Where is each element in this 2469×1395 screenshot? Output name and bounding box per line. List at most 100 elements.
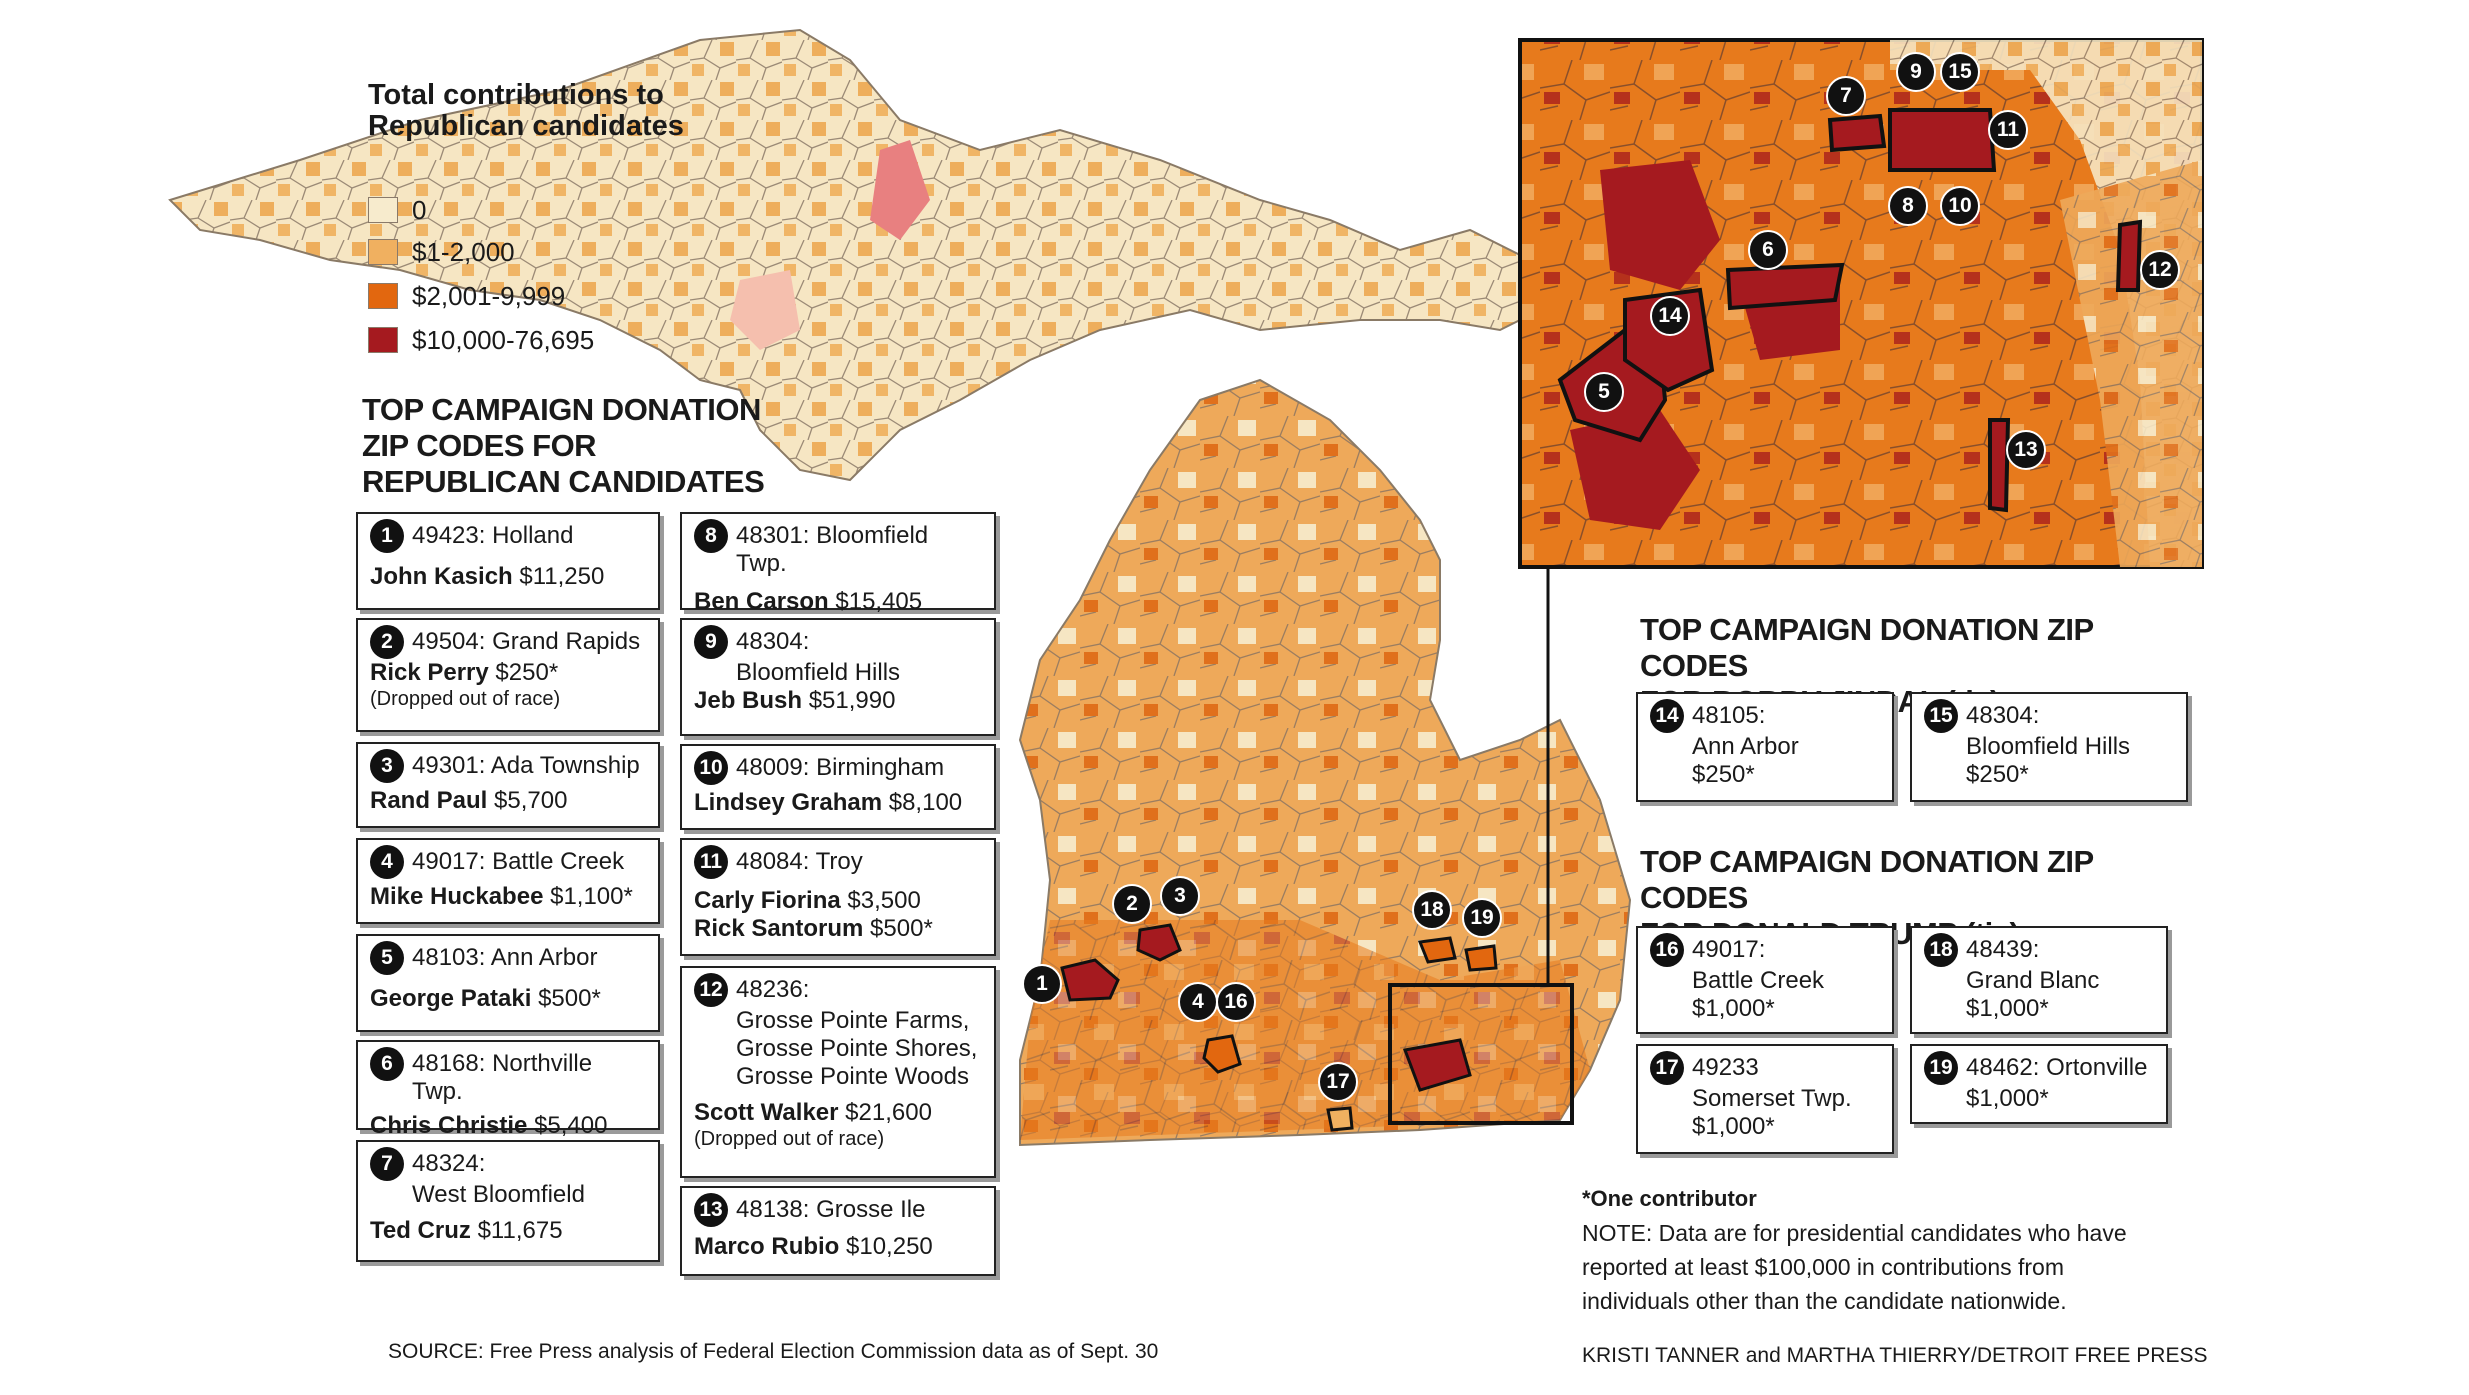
inset-marker-8: 8 [1888,186,1928,226]
legend-title: Total contributions to Republican candid… [368,79,684,142]
legend-swatch-2 [368,283,398,309]
entry-candidate: Chris Christie [370,1112,528,1139]
inset-marker-13: 13 [2006,430,2046,470]
entry-number-badge: 14 [1650,699,1684,733]
map-marker-19: 19 [1462,898,1502,938]
entry-number-badge: 6 [370,1047,404,1081]
trump-heading-line-1: TOP CAMPAIGN DONATION ZIP CODES [1640,844,2094,915]
entry-place: Battle Creek [1692,967,1825,994]
entry-amount: $1,000* [1966,1085,2049,1112]
entry-zip: 49504: Grand Rapids [412,628,641,655]
entry-zip: 49233 [1692,1054,1759,1081]
entry-number-badge: 7 [370,1147,404,1181]
entry-number-badge: 9 [694,625,728,659]
entry-amount: $1,000* [1966,995,2049,1022]
entry-candidate: Rick Perry [370,659,489,686]
entry-candidate: John Kasich [370,563,513,590]
entry-number-badge: 17 [1650,1051,1684,1085]
entry-zip-line-3: Grosse Pointe Shores, [736,1035,978,1062]
entry-candidate: Ted Cruz [370,1217,471,1244]
legend-swatch-0 [368,197,398,223]
entry-amount: $11,675 [477,1217,563,1244]
methodology-line-1: NOTE: Data are for presidential candidat… [1582,1220,2127,1246]
entry-amount: $1,000* [1692,995,1775,1022]
entry-number-badge: 1 [370,519,404,553]
rep-heading-line-3: REPUBLICAN CANDIDATES [362,464,765,499]
map-marker-4: 4 [1178,982,1218,1022]
entry-amount: $21,600 [845,1099,932,1126]
inset-marker-6: 6 [1748,230,1788,270]
entry-number-badge: 4 [370,845,404,879]
entry-zip: 48084: Troy [736,848,863,875]
credit-line: KRISTI TANNER and MARTHA THIERRY/DETROIT… [1582,1344,2208,1367]
entry-number-badge: 16 [1650,933,1684,967]
entry-place: Bloomfield Hills [1966,733,2131,760]
entry-amount: $1,000* [1692,1113,1775,1140]
entry-place: Somerset Twp. [1692,1085,1852,1112]
map-marker-17: 17 [1318,1062,1358,1102]
map-marker-1: 1 [1022,964,1062,1004]
entry-zip: 48009: Birmingham [736,754,945,781]
legend-item-0: 0 [368,194,426,226]
inset-marker-7: 7 [1826,76,1866,116]
entry-zip: 49423: Holland [412,522,574,549]
entry-zip: 49301: Ada Township [412,752,640,779]
entry-zip: 48304: [736,628,810,655]
rep-heading-line-2: ZIP CODES FOR [362,428,597,463]
entry-amount: $1,100* [550,883,633,910]
entry-zip: 48439: [1966,936,2040,963]
inset-marker-9: 9 [1896,52,1936,92]
entry-number-badge: 5 [370,941,404,975]
map-marker-16: 16 [1216,982,1256,1022]
entry-amount: $10,250 [846,1233,933,1260]
entry-zip: 48301: Bloomfield Twp. [736,522,929,577]
entry-zip-line-2: West Bloomfield [412,1181,585,1208]
rep-entry-5: 5 48103: Ann Arbor George Pataki $500* [356,934,660,1032]
entry-number-badge: 3 [370,749,404,783]
entry-number-badge: 15 [1924,699,1958,733]
methodology-line-2: reported at least $100,000 in contributi… [1582,1254,2065,1280]
legend-label-1: $1-2,000 [412,236,515,267]
entry-amount: $250* [1692,761,1755,788]
entry-candidate: Lindsey Graham [694,789,883,816]
entry-amount: $5,700 [494,787,568,814]
entry-amount: $250* [495,659,559,686]
entry-number-badge: 13 [694,1193,728,1227]
legend-label-2: $2,001-9,999 [412,280,566,311]
entry-note: (Dropped out of race) [370,688,561,710]
jindal-entry-15: 15 48304: Bloomfield Hills $250* [1910,692,2188,802]
entry-zip: 49017: Battle Creek [412,848,625,875]
legend-item-1: $1-2,000 [368,236,515,268]
entry-number-badge: 2 [370,625,404,659]
inset-marker-11: 11 [1988,110,2028,150]
entry-candidate: George Pataki [370,985,532,1012]
entry-amount: $5,400 [534,1112,608,1139]
entry-place: Grand Blanc [1966,967,2100,994]
trump-entry-16: 16 49017: Battle Creek $1,000* [1636,926,1894,1034]
legend-swatch-1 [368,239,398,265]
rep-entry-9: 9 48304: Bloomfield Hills Jeb Bush $51,99… [680,618,996,736]
rep-entry-11: 11 48084: Troy Carly Fiorina $3,500 Rick … [680,838,996,956]
entry-number-badge: 11 [694,845,728,879]
entry-candidate: Marco Rubio [694,1233,840,1260]
jindal-entry-14: 14 48105: Ann Arbor $250* [1636,692,1894,802]
one-contributor-note: *One contributor [1582,1186,1757,1211]
entry-number-badge: 12 [694,973,728,1007]
entry-amount: $500* [538,985,601,1012]
rep-heading: TOP CAMPAIGN DONATION ZIP CODES FOR REPU… [362,392,782,500]
entry-amount: $250* [1966,761,2029,788]
methodology-note: NOTE: Data are for presidential candidat… [1582,1216,2202,1318]
entry-zip: 49017: [1692,936,1766,963]
entry-zip: 48324: [412,1150,486,1177]
entry-candidate: Mike Huckabee [370,883,544,910]
entry-zip: 48236: [736,976,810,1003]
entry-number-badge: 19 [1924,1051,1958,1085]
entry-note: (Dropped out of race) [694,1128,885,1150]
inset-marker-14: 14 [1650,296,1690,336]
inset-marker-15: 15 [1940,52,1980,92]
entry-amount: $51,990 [808,687,896,714]
rep-entry-10: 10 48009: Birmingham Lindsey Graham $8,10… [680,744,996,830]
entry-zip: 48138: Grosse Ile [736,1196,926,1223]
rep-entry-12: 12 48236: Grosse Pointe Farms, Grosse Poi… [680,966,996,1178]
